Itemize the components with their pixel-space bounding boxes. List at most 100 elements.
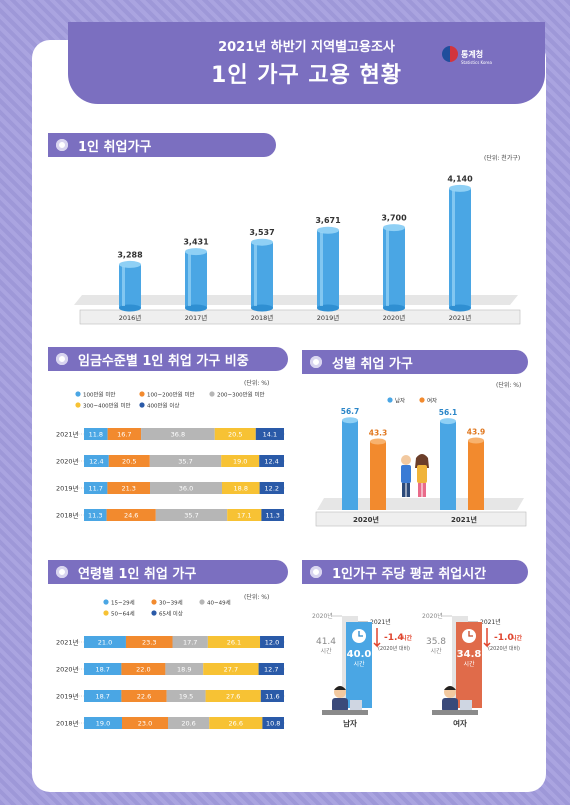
section-title-text: 성별 취업 가구 bbox=[332, 356, 413, 372]
worker-hair bbox=[444, 686, 456, 690]
segment-label: 19.5 bbox=[179, 693, 193, 701]
segment-label: 12.4 bbox=[89, 458, 103, 466]
gender-label: 남자 bbox=[343, 718, 357, 728]
woman-body bbox=[417, 465, 427, 483]
bar-cap bbox=[440, 418, 456, 425]
worker-hair bbox=[334, 686, 346, 690]
legend-label: 200~300만원 미만 bbox=[217, 390, 265, 398]
x-tick-label: 2020년 bbox=[353, 515, 379, 524]
bar bbox=[370, 441, 386, 510]
legend-swatch bbox=[75, 391, 81, 397]
segment-label: 11.3 bbox=[265, 512, 279, 520]
legend-swatch bbox=[419, 397, 425, 403]
bar-base bbox=[317, 304, 339, 312]
x-tick-label: 2018년 bbox=[251, 313, 274, 322]
bar-base bbox=[383, 304, 405, 312]
bar-group bbox=[251, 238, 273, 312]
bullet-icon bbox=[56, 566, 68, 578]
bar-highlight bbox=[386, 229, 389, 306]
unit-label: (단위: %) bbox=[244, 380, 270, 387]
legend-label: 30~39세 bbox=[159, 598, 183, 606]
legend-label: 100~200만원 미만 bbox=[147, 390, 195, 398]
segment-label: 18.7 bbox=[95, 666, 109, 674]
legend-swatch bbox=[75, 402, 81, 408]
header-banner: 2021년 하반기 지역별고용조사 1인 가구 고용 현황 bbox=[68, 22, 545, 104]
legend-swatch bbox=[151, 599, 157, 605]
section-title-wage: 임금수준별 1인 취업 가구 비중 bbox=[48, 347, 288, 371]
segment-label: 10.8 bbox=[266, 720, 280, 728]
data-label: 3,288 bbox=[117, 250, 143, 259]
bar-segment bbox=[149, 455, 222, 467]
diff-unit: 시간 bbox=[401, 634, 413, 642]
segment-label: 26.1 bbox=[227, 639, 241, 647]
prev-unit: 시간 bbox=[430, 647, 442, 655]
curr-value: 34.8 bbox=[457, 649, 482, 660]
bar-segment bbox=[259, 482, 284, 494]
compare-note: (2020년 대비) bbox=[378, 645, 410, 652]
woman-leg bbox=[422, 483, 426, 497]
x-tick-label: 2021년 bbox=[451, 515, 477, 524]
bar-segment bbox=[84, 455, 109, 467]
bar-segment bbox=[155, 509, 228, 521]
legend-swatch bbox=[387, 397, 393, 403]
taegeuk-icon bbox=[442, 46, 458, 62]
segment-label: 35.7 bbox=[178, 458, 192, 466]
segment-label: 14.1 bbox=[263, 431, 277, 439]
data-label: 56.7 bbox=[341, 407, 360, 416]
x-tick-label: 2020년 bbox=[383, 313, 406, 322]
bar-cap bbox=[342, 417, 358, 424]
prev-unit: 시간 bbox=[320, 647, 332, 655]
segment-label: 11.7 bbox=[88, 485, 102, 493]
x-tick-label: 2017년 bbox=[185, 313, 208, 322]
curr-unit: 시간 bbox=[463, 660, 475, 668]
x-axis-band bbox=[79, 309, 521, 325]
data-label: 43.3 bbox=[369, 428, 388, 437]
segment-label: 11.6 bbox=[265, 693, 279, 701]
segment-label: 11.8 bbox=[89, 431, 103, 439]
section-title-gender: 성별 취업 가구 bbox=[302, 350, 528, 374]
clock-hands bbox=[358, 631, 363, 637]
legend-label: 남자 bbox=[395, 396, 405, 404]
bar bbox=[342, 420, 358, 510]
bar-cap bbox=[185, 248, 207, 256]
bar-segment bbox=[121, 690, 167, 702]
year-2020-label: 2020년 bbox=[312, 612, 333, 620]
bullet-icon bbox=[310, 356, 322, 368]
desk bbox=[322, 710, 368, 715]
bar-segment bbox=[122, 717, 168, 729]
header-title: 1인 가구 고용 현황 bbox=[211, 63, 402, 88]
data-label: 3,431 bbox=[183, 238, 209, 247]
x-tick-label: 2016년 bbox=[119, 313, 142, 322]
bar-highlight bbox=[122, 266, 125, 306]
clock-hands bbox=[468, 631, 473, 637]
data-label: 3,700 bbox=[381, 214, 407, 223]
segment-label: 20.6 bbox=[181, 720, 195, 728]
segment-label: 35.7 bbox=[184, 512, 198, 520]
section-title-hours: 1인가구 주당 평균 취업시간 bbox=[302, 560, 528, 584]
segment-label: 26.6 bbox=[229, 720, 243, 728]
legend-label: 400만원 이상 bbox=[147, 401, 180, 409]
woman-hair bbox=[415, 454, 429, 468]
segment-label: 19.0 bbox=[233, 458, 247, 466]
single-employed-bar-chart: 3,288 2016년 3,431 2017년 3,537 2018년 3,671 2019년… bbox=[74, 174, 521, 325]
diff-unit: 시간 bbox=[511, 634, 523, 642]
bar-cap bbox=[383, 224, 405, 232]
segment-label: 27.6 bbox=[226, 693, 240, 701]
section-title-single-employed: 1인 취업가구 bbox=[48, 133, 276, 157]
diff-value: -1.4 bbox=[384, 633, 404, 643]
bar-segment bbox=[84, 482, 108, 494]
bar-base bbox=[251, 304, 273, 312]
bar-segment bbox=[209, 717, 263, 729]
segment-label: 18.8 bbox=[234, 485, 248, 493]
bar-segment bbox=[84, 717, 122, 729]
down-arrow-icon bbox=[373, 628, 381, 648]
bar-segment bbox=[262, 717, 284, 729]
segment-label: 23.0 bbox=[138, 720, 152, 728]
segment-label: 20.5 bbox=[228, 431, 242, 439]
bar-base bbox=[119, 304, 141, 312]
bar-cap bbox=[119, 260, 141, 268]
bar-highlight bbox=[188, 253, 191, 306]
bar-cap bbox=[317, 226, 339, 234]
legend-label: 15~29세 bbox=[111, 598, 135, 606]
